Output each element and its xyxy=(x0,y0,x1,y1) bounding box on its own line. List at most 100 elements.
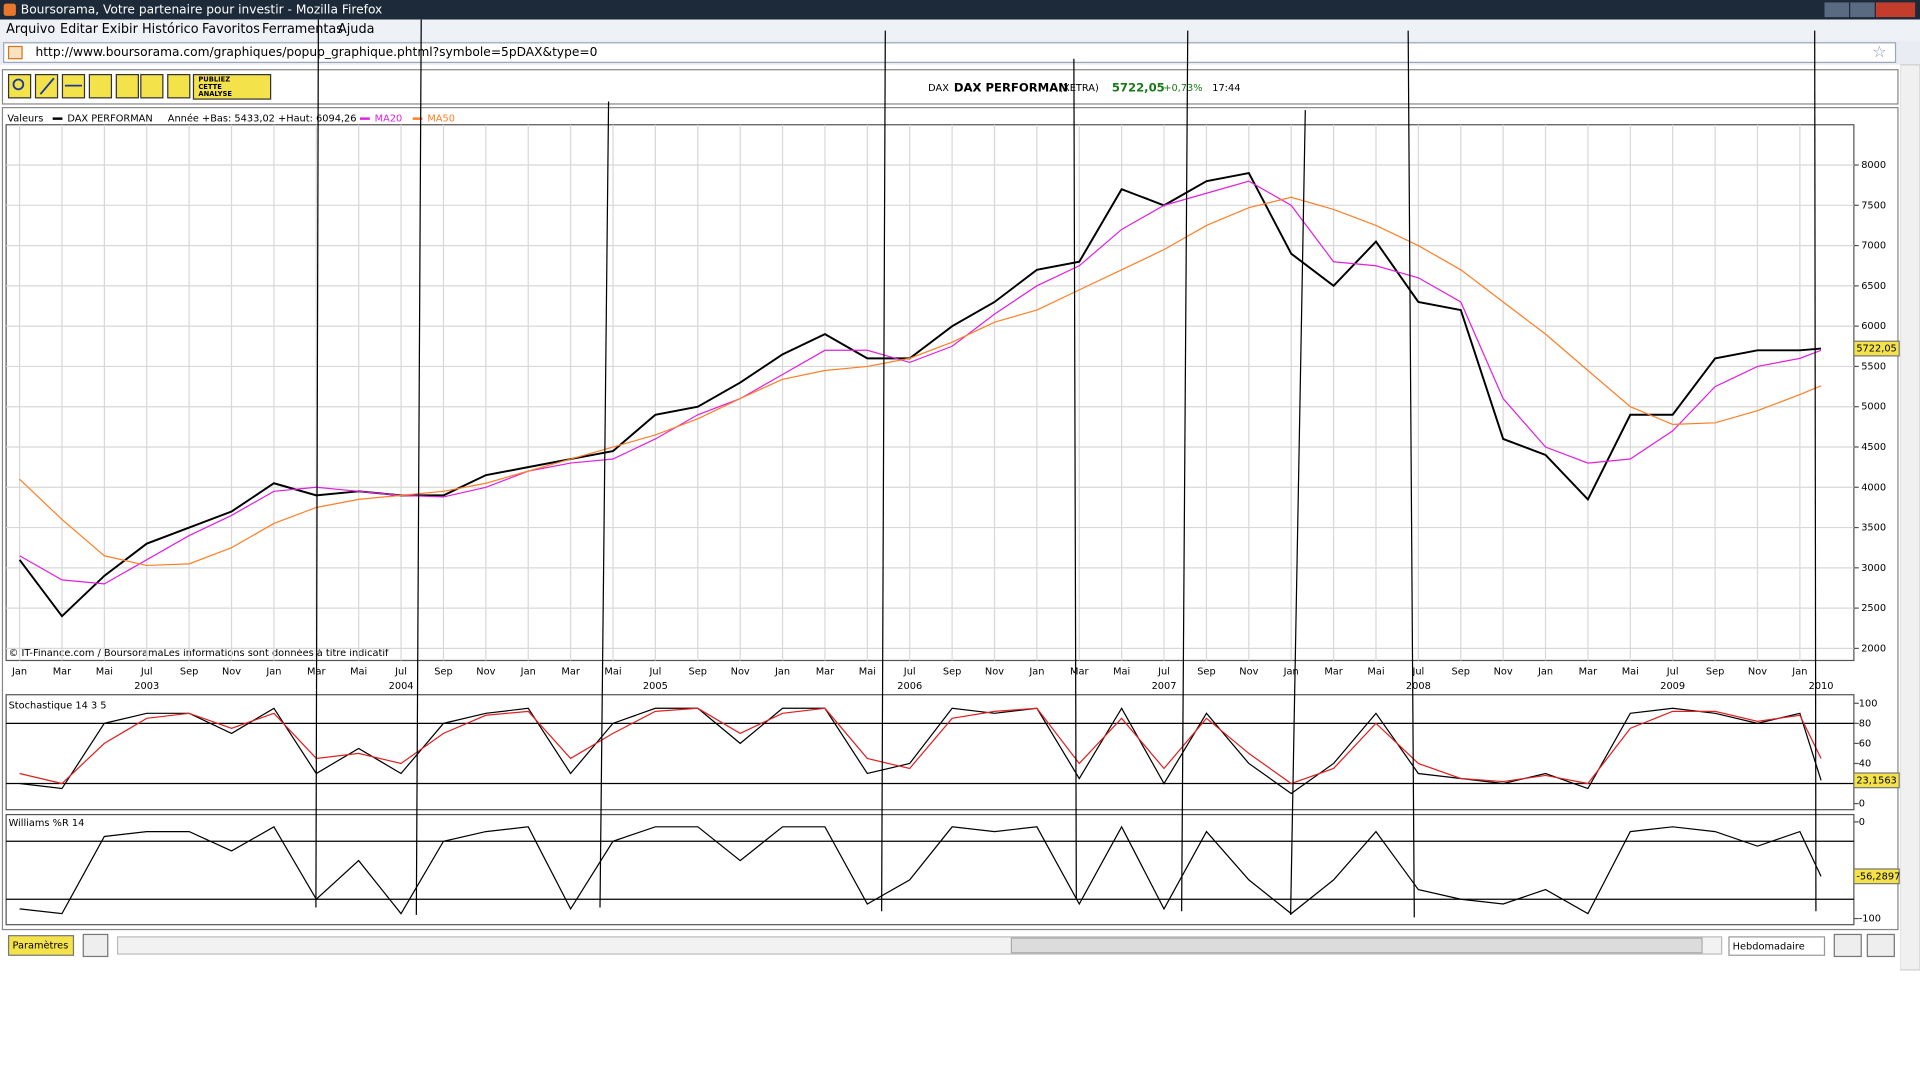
last-value-box xyxy=(1853,772,1900,789)
y-tick-label: 7000 xyxy=(1861,241,1886,252)
drawn-line xyxy=(1814,30,1817,912)
x-tick-label: Nov xyxy=(1494,666,1513,677)
maximize-button[interactable] xyxy=(1850,2,1875,18)
y-tick-label: 6000 xyxy=(1861,321,1886,332)
parameters-label: Paramètres xyxy=(13,939,69,951)
x-tick-label: Jan xyxy=(265,666,281,677)
series-line xyxy=(19,180,1822,585)
last-value-label: -56,2897 xyxy=(1856,871,1900,882)
address-bar[interactable] xyxy=(3,42,1897,63)
menu-item[interactable]: Exibir xyxy=(102,22,139,37)
x-tick-label: Mar xyxy=(1070,666,1089,677)
source-note: © IT-Finance.com / BoursoramaLes informa… xyxy=(9,647,389,659)
year-label: 2008 xyxy=(1406,681,1431,692)
x-tick-label: Jan xyxy=(1537,666,1553,677)
menu-item[interactable]: Favoritos xyxy=(202,22,260,37)
x-tick-label: Jul xyxy=(1157,666,1170,677)
drawn-line xyxy=(315,19,319,908)
minimize-button[interactable] xyxy=(1824,2,1849,18)
zoom-tool[interactable] xyxy=(7,73,32,99)
x-tick-label: Jul xyxy=(903,666,916,677)
quote-change: +0,73% xyxy=(1163,83,1202,94)
print-button[interactable] xyxy=(82,933,109,958)
tool-icon xyxy=(39,77,55,95)
legend-entry: DAX PERFORMAN xyxy=(67,114,152,125)
drawn-line xyxy=(1181,30,1189,912)
y-tick-label: 2500 xyxy=(1861,603,1886,614)
drawn-line xyxy=(415,19,422,915)
tool-icon xyxy=(12,78,25,91)
zoom-out-button[interactable] xyxy=(1833,933,1862,958)
x-tick-label: Sep xyxy=(434,666,452,677)
x-tick-label: Jan xyxy=(520,666,536,677)
x-tick-label: Sep xyxy=(1706,666,1724,677)
x-tick-label: Jul xyxy=(140,666,153,677)
panel-title: Stochastique 14 3 5 xyxy=(9,701,107,712)
bookmark-star[interactable]: ☆ xyxy=(1872,42,1886,61)
page-scrollbar[interactable] xyxy=(1899,64,1920,971)
close-button[interactable] xyxy=(1875,2,1916,18)
scroll-thumb[interactable] xyxy=(1010,937,1703,954)
x-tick-label: Mai xyxy=(96,666,113,677)
parameters-button[interactable] xyxy=(7,935,75,956)
x-tick-label: Jan xyxy=(11,666,27,677)
menu-bar xyxy=(0,19,1920,41)
x-tick-label: Jan xyxy=(1791,666,1807,677)
legend-entry: MA20 xyxy=(375,114,403,125)
fibo-tool[interactable] xyxy=(115,73,139,99)
x-tick-label: Jul xyxy=(1666,666,1679,677)
menu-item[interactable]: Editar xyxy=(60,22,99,37)
stochastic-panel xyxy=(5,694,1855,811)
drawn-line xyxy=(1290,110,1306,915)
x-tick-label: Sep xyxy=(1452,666,1470,677)
x-tick-label: Sep xyxy=(1197,666,1215,677)
delete-tool[interactable] xyxy=(167,73,191,99)
y-tick-label: 5500 xyxy=(1861,361,1886,372)
y-tick-label: 40 xyxy=(1859,758,1871,769)
y-tick-label: 8000 xyxy=(1861,160,1886,171)
x-tick-label: Mar xyxy=(1579,666,1598,677)
site-icon xyxy=(7,45,23,60)
y-tick-label: 3000 xyxy=(1861,563,1886,574)
x-tick-label: Jul xyxy=(1411,666,1424,677)
x-tick-label: Jan xyxy=(1028,666,1044,677)
menu-item[interactable]: Arquivo xyxy=(6,22,55,37)
y-tick-label: 5000 xyxy=(1861,402,1886,413)
x-tick-label: Sep xyxy=(180,666,198,677)
x-tick-label: Mai xyxy=(859,666,876,677)
x-tick-label: Nov xyxy=(985,666,1004,677)
x-tick-label: Jan xyxy=(774,666,790,677)
quote-price: 5722,05 xyxy=(1112,81,1165,95)
x-tick-label: Nov xyxy=(476,666,495,677)
quote-name: DAX PERFORMAN xyxy=(954,81,1068,95)
publish-text: CETTE xyxy=(198,83,222,91)
window-title: Boursorama, Votre partenaire pour invest… xyxy=(21,2,382,16)
x-tick-label: Sep xyxy=(943,666,961,677)
menu-item[interactable]: Histórico xyxy=(142,22,199,37)
fan-tool[interactable] xyxy=(140,73,164,99)
series-line xyxy=(18,171,1822,618)
x-tick-label: Mai xyxy=(604,666,621,677)
y-tick-label: 3500 xyxy=(1861,523,1886,534)
menu-item[interactable]: Ajuda xyxy=(338,22,375,37)
channel-tool[interactable] xyxy=(88,73,113,99)
series-line xyxy=(19,707,1822,795)
year-label: 2004 xyxy=(389,681,414,692)
year-label: 2009 xyxy=(1660,681,1685,692)
legend-annotation: Année +Bas: 5433,02 +Haut: 6094,26 xyxy=(168,113,357,125)
x-tick-label: Mar xyxy=(561,666,580,677)
period-select[interactable] xyxy=(1728,936,1826,956)
y-tick-label: 100 xyxy=(1859,698,1878,709)
title-bar xyxy=(0,0,1920,20)
series-line xyxy=(19,196,1822,567)
menu-item[interactable]: Ferramentas xyxy=(262,22,343,37)
y-tick-label: 2000 xyxy=(1861,643,1886,654)
plot-layer: Jan Mar Mai Jul Sep Nov Jan Mar Mai Jul Sep Nov Jan M… xyxy=(6,124,1900,925)
zoom-in-button[interactable] xyxy=(1866,933,1895,958)
chart-frame xyxy=(1,107,1899,931)
publish-button[interactable] xyxy=(192,73,272,100)
x-tick-label: Mai xyxy=(1367,666,1384,677)
year-label: 2007 xyxy=(1152,681,1177,692)
